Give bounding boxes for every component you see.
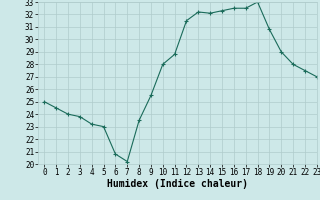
X-axis label: Humidex (Indice chaleur): Humidex (Indice chaleur) — [107, 179, 248, 189]
